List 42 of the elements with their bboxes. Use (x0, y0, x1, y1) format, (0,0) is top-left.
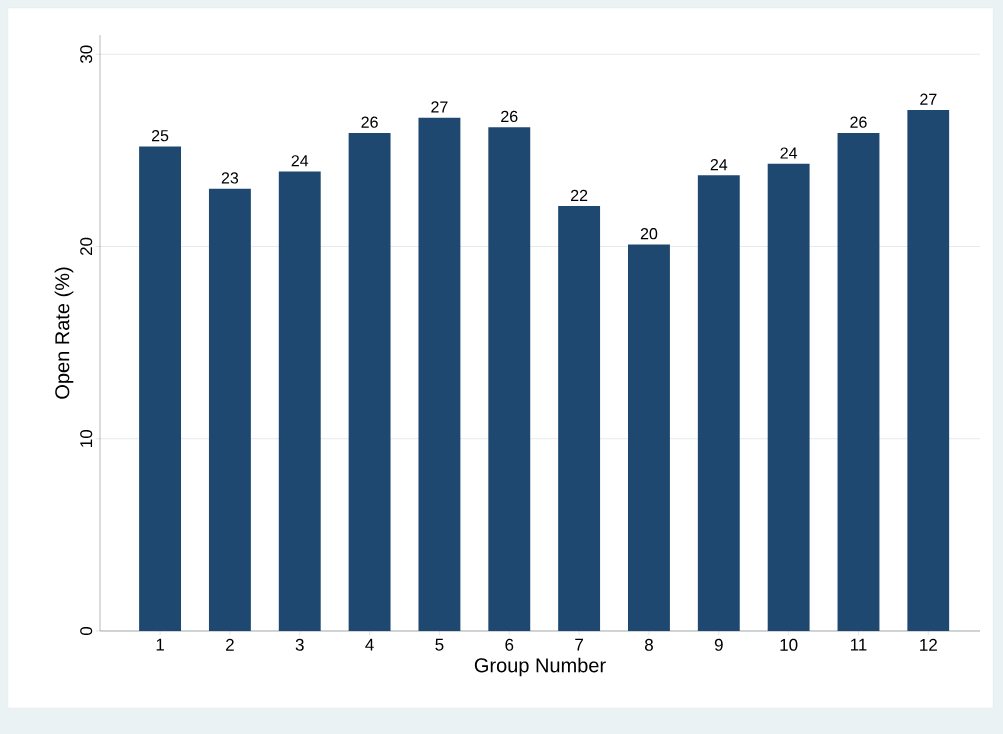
bar (837, 133, 880, 631)
data-label: 22 (571, 189, 588, 201)
x-tick-label: 10 (780, 638, 798, 651)
bar (558, 206, 601, 631)
x-tick-label: 7 (575, 638, 583, 651)
bar (907, 109, 950, 631)
x-tick-label: 8 (644, 638, 653, 651)
y-tick-label: 30 (80, 45, 93, 64)
x-tick-label: 11 (850, 638, 867, 651)
data-label: 24 (780, 147, 798, 159)
data-label: 27 (920, 93, 937, 105)
data-label: 24 (291, 155, 309, 167)
x-tick-label: 3 (295, 638, 304, 651)
bar (208, 188, 251, 631)
x-tick-label: 6 (505, 638, 514, 651)
y-tick-label: 20 (80, 237, 93, 256)
data-label: 26 (501, 110, 518, 123)
bar (139, 146, 182, 631)
x-tick-label: 4 (365, 638, 374, 651)
data-label: 26 (850, 116, 867, 128)
x-axis-title: Group Number (474, 657, 606, 677)
y-tick-label: 0 (80, 626, 93, 636)
bar (628, 244, 670, 631)
y-tick-label: 10 (80, 429, 93, 447)
x-tick-label: 9 (714, 638, 723, 651)
x-tick-label: 2 (226, 638, 234, 651)
bar (418, 117, 461, 631)
x-tick-label: 1 (156, 638, 164, 651)
bar (278, 171, 321, 631)
bar (767, 163, 810, 631)
y-axis-title: Open Rate (%) (54, 267, 74, 399)
x-tick-label: 12 (920, 638, 937, 651)
bar (348, 133, 391, 631)
x-tick-label: 5 (435, 638, 444, 651)
bar (488, 127, 531, 631)
data-label: 24 (710, 158, 728, 171)
data-label: 20 (640, 228, 658, 240)
bar (697, 175, 740, 631)
data-label: 25 (151, 129, 169, 142)
data-label: 23 (221, 172, 239, 184)
data-label: 26 (361, 116, 378, 128)
data-label: 27 (431, 101, 448, 113)
